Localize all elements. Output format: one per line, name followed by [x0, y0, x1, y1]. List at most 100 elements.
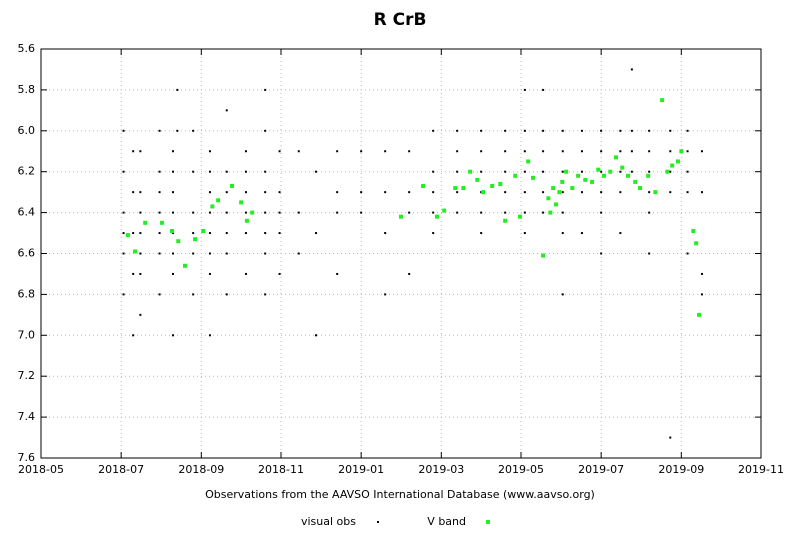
- v-band-point: [170, 229, 175, 234]
- visual-point: [648, 150, 651, 153]
- visual-point: [542, 211, 545, 214]
- y-tick-label: 5.8: [18, 83, 36, 96]
- visual-point: [278, 191, 281, 194]
- v-band-point: [570, 186, 575, 191]
- visual-point: [456, 191, 459, 194]
- v-band-point: [697, 312, 702, 317]
- legend-label: visual obs: [301, 515, 356, 528]
- visual-point: [504, 150, 507, 153]
- visual-point: [244, 191, 247, 194]
- visual-point: [225, 191, 228, 194]
- v-band-point: [557, 190, 562, 195]
- v-band-point: [691, 229, 696, 234]
- visual-point: [504, 191, 507, 194]
- visual-point: [336, 272, 339, 275]
- visual-point: [619, 232, 622, 235]
- v-band-point: [125, 233, 130, 238]
- visual-point: [158, 252, 161, 255]
- visual-point: [225, 109, 228, 112]
- v-band-point: [250, 210, 255, 215]
- visual-point: [132, 150, 135, 153]
- visual-point: [158, 293, 161, 296]
- v-band-point: [694, 241, 699, 246]
- visual-point: [208, 252, 211, 255]
- visual-point: [561, 129, 564, 132]
- visual-point: [542, 191, 545, 194]
- visual-point: [561, 170, 564, 173]
- v-band-point: [244, 218, 249, 223]
- visual-point: [192, 211, 195, 214]
- visual-point: [619, 129, 622, 132]
- visual-point: [504, 211, 507, 214]
- visual-point: [360, 150, 363, 153]
- visual-point: [336, 211, 339, 214]
- visual-point: [648, 211, 651, 214]
- v-band-point: [230, 184, 235, 189]
- v-band-point: [143, 220, 148, 225]
- visual-point: [172, 211, 174, 214]
- visual-point: [480, 170, 483, 173]
- v-band-point: [551, 186, 556, 191]
- v-band-point: [239, 200, 244, 205]
- v-band-point: [210, 204, 215, 209]
- visual-point: [523, 150, 526, 153]
- visual-point: [192, 129, 195, 132]
- visual-point: [408, 150, 411, 153]
- visual-point: [600, 191, 603, 194]
- visual-point: [208, 334, 211, 337]
- v-band-point: [660, 98, 665, 103]
- visual-point: [480, 150, 483, 153]
- visual-point: [172, 252, 174, 255]
- visual-point: [225, 170, 228, 173]
- visual-point: [244, 232, 247, 235]
- visual-point: [122, 293, 125, 296]
- visual-point: [523, 211, 526, 214]
- visual-point: [686, 150, 689, 153]
- v-band-point: [560, 179, 565, 184]
- visual-point: [456, 170, 459, 173]
- visual-point: [630, 170, 633, 173]
- v-band-point: [490, 184, 495, 189]
- visual-point: [384, 150, 387, 153]
- v-band-point: [468, 169, 473, 174]
- visual-point: [264, 252, 267, 255]
- visual-point: [384, 293, 387, 296]
- visual-point: [297, 252, 300, 255]
- v-band-point: [531, 175, 535, 180]
- y-tick-label: 5.6: [18, 42, 36, 55]
- visual-point: [176, 129, 179, 132]
- visual-point: [700, 150, 703, 153]
- visual-point: [669, 150, 672, 153]
- visual-point: [225, 211, 228, 214]
- visual-point: [523, 191, 526, 194]
- visual-point: [264, 232, 267, 235]
- visual-point: [523, 170, 526, 173]
- visual-point: [278, 211, 281, 214]
- visual-point: [278, 150, 281, 153]
- visual-point: [600, 129, 603, 132]
- visual-point: [408, 272, 411, 275]
- visual-point: [244, 170, 247, 173]
- visual-point: [192, 232, 195, 235]
- visual-point: [139, 211, 142, 214]
- visual-point: [384, 232, 387, 235]
- visual-point: [139, 150, 142, 153]
- x-tick-label: 2019-05: [498, 463, 544, 476]
- y-tick-label: 7.6: [18, 451, 36, 464]
- visual-point: [336, 150, 339, 153]
- v-band-point: [602, 173, 607, 178]
- visual-point: [244, 211, 247, 214]
- visual-point: [542, 88, 545, 91]
- visual-point: [408, 191, 411, 194]
- visual-point: [122, 129, 125, 132]
- visual-point: [122, 252, 125, 255]
- visual-point: [264, 170, 267, 173]
- visual-point: [172, 272, 174, 275]
- visual-point: [580, 191, 583, 194]
- visual-point: [264, 191, 267, 194]
- visual-point: [122, 232, 125, 235]
- visual-point: [158, 191, 161, 194]
- x-tick-label: 2018-05: [18, 463, 64, 476]
- visual-point: [297, 211, 300, 214]
